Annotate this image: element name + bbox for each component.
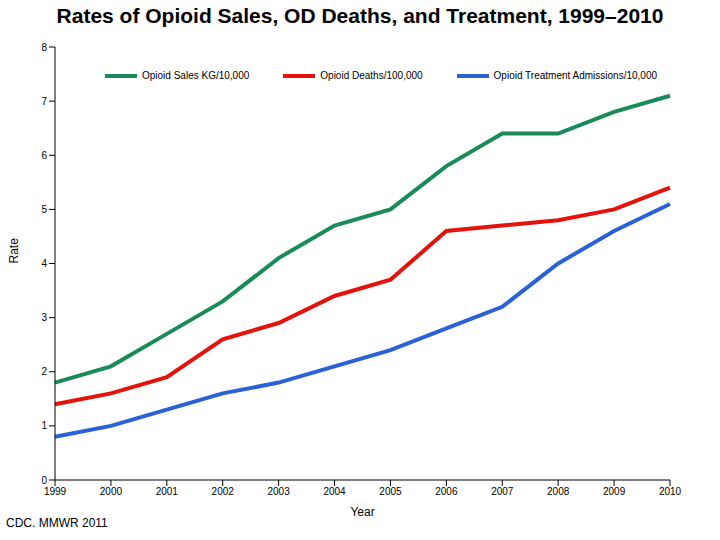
svg-text:3: 3 bbox=[41, 312, 47, 323]
svg-text:Year: Year bbox=[350, 505, 374, 519]
html-text:Opioid Treatment Admissions/10: Opioid Treatment Admissions/10,000 bbox=[493, 70, 657, 81]
svg-text:Rate: Rate bbox=[8, 238, 21, 264]
svg-text:2001: 2001 bbox=[156, 486, 179, 497]
svg-text:6: 6 bbox=[41, 150, 47, 161]
svg-text:2008: 2008 bbox=[547, 486, 570, 497]
svg-text:2003: 2003 bbox=[268, 486, 291, 497]
svg-text:2005: 2005 bbox=[379, 486, 402, 497]
svg-text:2009: 2009 bbox=[603, 486, 626, 497]
html-text:Rates of Opioid Sales, OD Deat: Rates of Opioid Sales, OD Deaths, and Tr… bbox=[56, 4, 664, 27]
svg-text:2006: 2006 bbox=[435, 486, 458, 497]
svg-text:8: 8 bbox=[41, 42, 47, 53]
svg-text:2: 2 bbox=[41, 366, 47, 377]
svg-text:0: 0 bbox=[41, 475, 47, 486]
svg-text:2004: 2004 bbox=[323, 486, 346, 497]
svg-text:2000: 2000 bbox=[100, 486, 123, 497]
svg-text:7: 7 bbox=[41, 96, 47, 107]
svg-text:2002: 2002 bbox=[212, 486, 235, 497]
svg-text:4: 4 bbox=[41, 258, 47, 269]
html-text:Opioid Deaths/100,000: Opioid Deaths/100,000 bbox=[320, 70, 423, 81]
svg-text:1999: 1999 bbox=[44, 486, 67, 497]
svg-text:2007: 2007 bbox=[491, 486, 514, 497]
html-text:CDC. MMWR 2011: CDC. MMWR 2011 bbox=[6, 516, 108, 530]
svg-text:5: 5 bbox=[41, 204, 47, 215]
svg-text:1: 1 bbox=[41, 420, 47, 431]
html-text:Opioid Sales KG/10,000: Opioid Sales KG/10,000 bbox=[142, 70, 250, 81]
svg-text:2010: 2010 bbox=[659, 486, 682, 497]
